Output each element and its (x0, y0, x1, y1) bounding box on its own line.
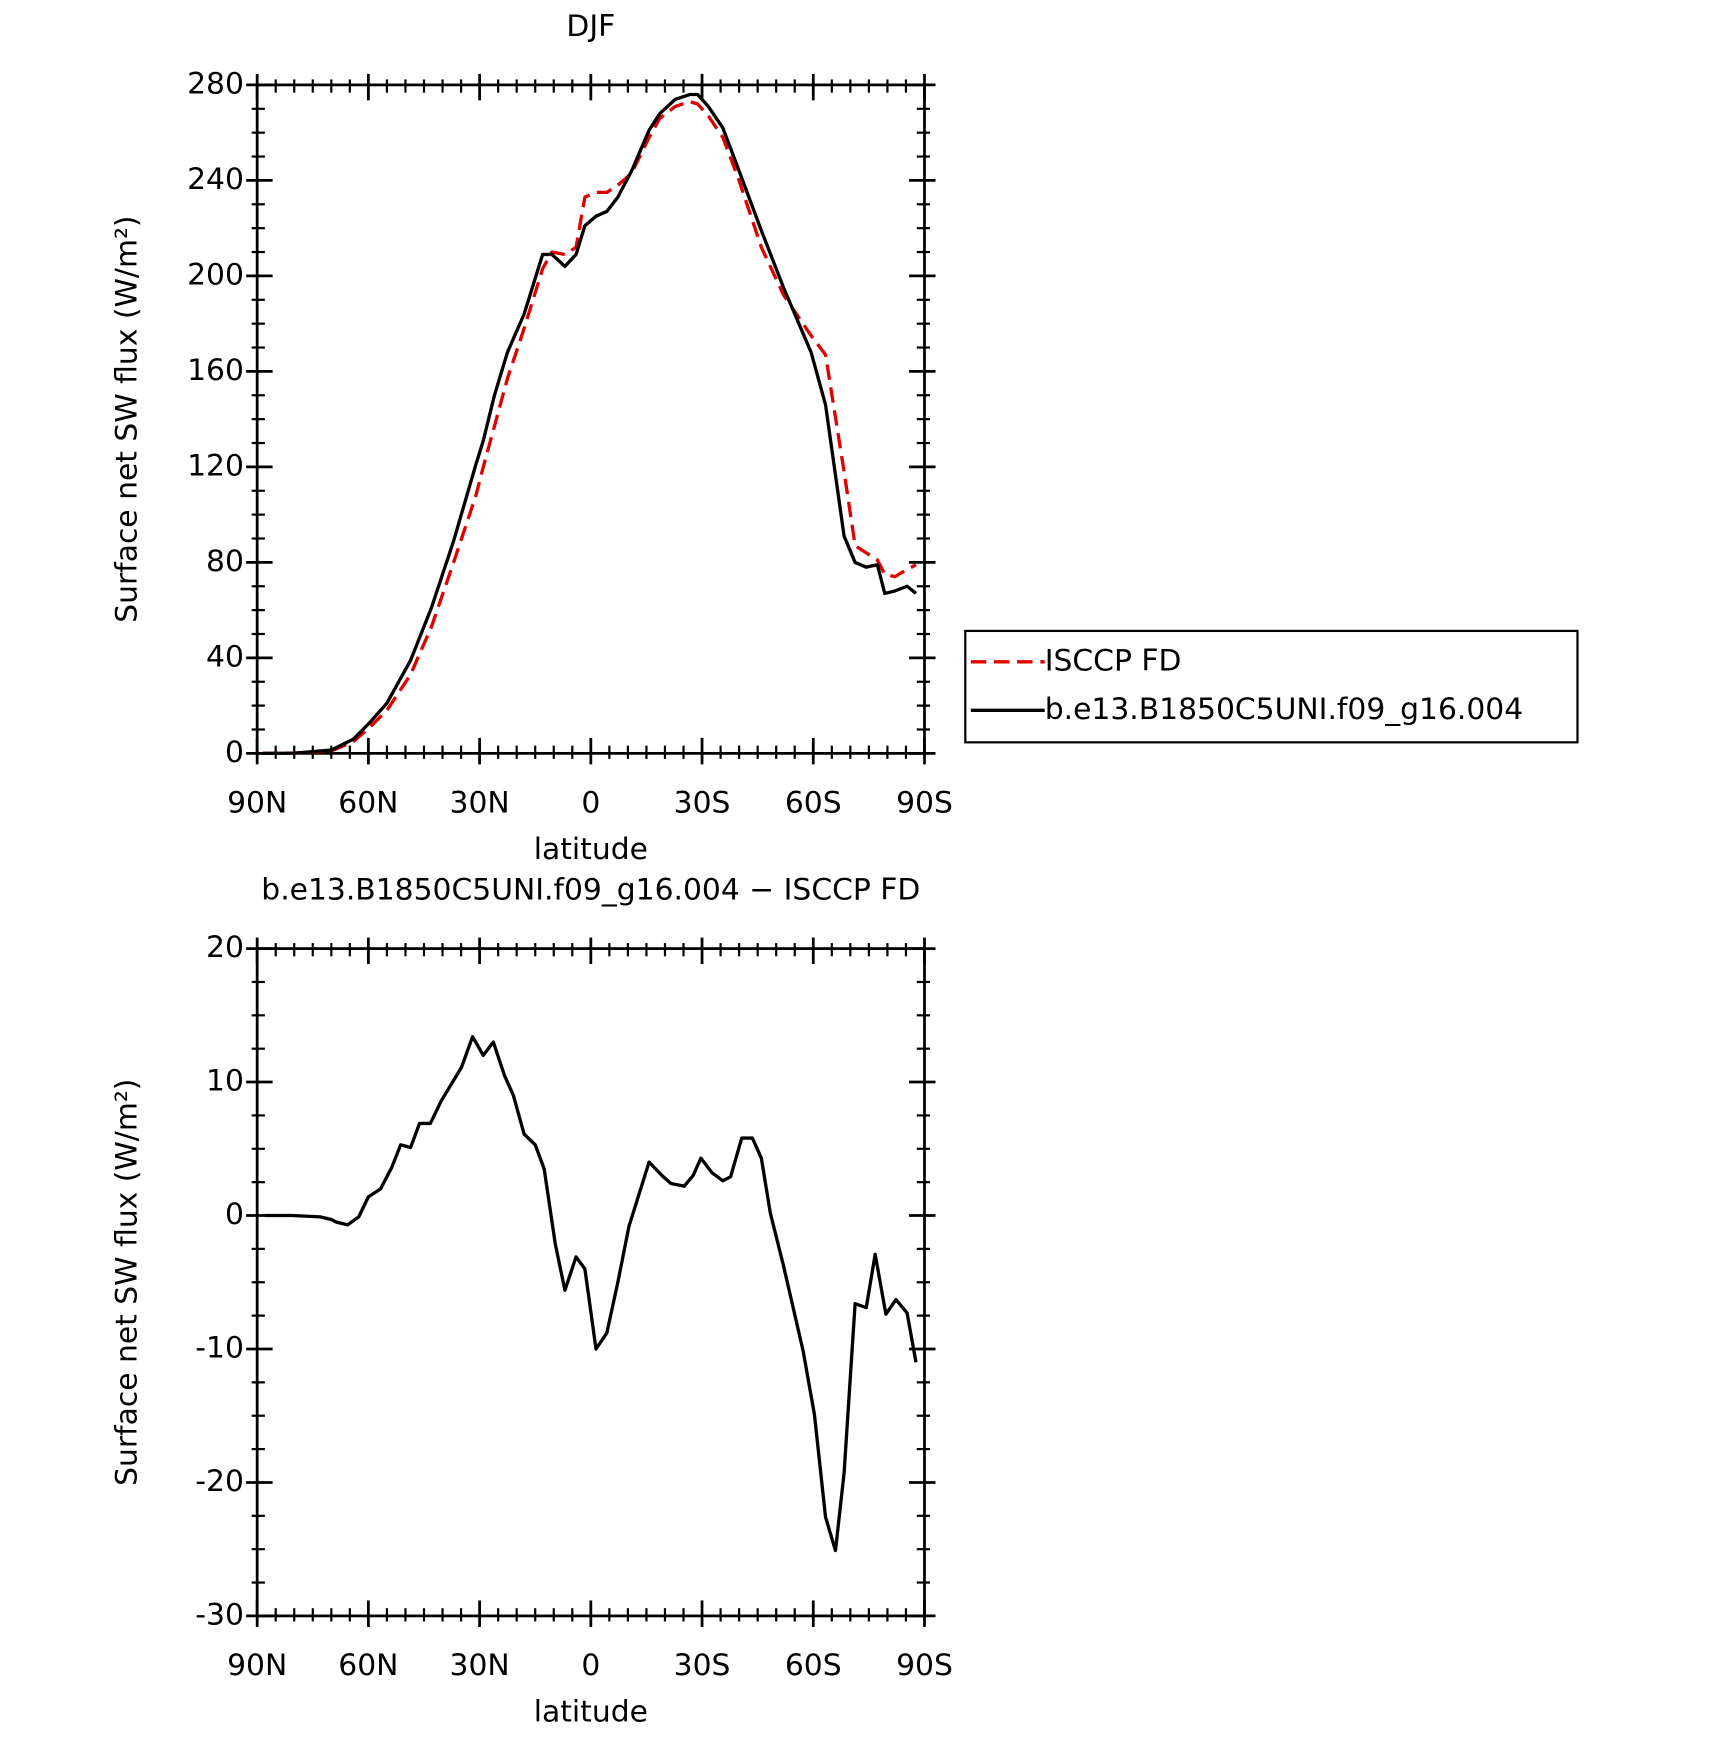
x-tick-label: 0 (581, 786, 600, 821)
chart-title: b.e13.B1850C5UNI.f09_g16.004 − ISCCP FD (261, 873, 920, 908)
data-line (264, 1035, 918, 1553)
legend-label: b.e13.B1850C5UNI.f09_g16.004 (1045, 692, 1523, 727)
y-tick-label: 160 (187, 353, 244, 388)
y-tick-label: 80 (206, 544, 244, 579)
y-axis-label: Surface net SW flux (W/m²) (110, 216, 145, 623)
y-axis-label: Surface net SW flux (W/m²) (110, 1079, 145, 1486)
y-tick-label: 20 (206, 930, 244, 965)
x-tick-label: 90S (896, 786, 953, 821)
x-axis-label: latitude (534, 832, 648, 867)
y-tick-label: -20 (195, 1464, 244, 1499)
x-tick-label: 90S (896, 1648, 953, 1683)
x-tick-label: 30S (674, 1648, 731, 1683)
x-tick-label: 0 (581, 1648, 600, 1683)
chart-title: DJF (566, 9, 615, 44)
x-tick-label: 90N (227, 786, 287, 821)
x-axis-label: latitude (534, 1694, 648, 1729)
data-line (262, 99, 917, 756)
x-tick-label: 30N (450, 786, 510, 821)
x-tick-label: 30S (674, 786, 731, 821)
y-tick-label: 120 (187, 448, 244, 483)
y-tick-label: -10 (195, 1330, 244, 1365)
legend-box (964, 629, 1579, 744)
x-tick-label: 60S (785, 1648, 842, 1683)
x-tick-label: 60N (338, 786, 398, 821)
y-tick-label: 40 (206, 639, 244, 674)
y-tick-label: 200 (187, 257, 244, 292)
x-tick-label: 60S (785, 786, 842, 821)
y-tick-label: -30 (195, 1597, 244, 1632)
y-tick-label: 10 (206, 1064, 244, 1099)
y-tick-label: 280 (187, 66, 244, 101)
y-tick-label: 0 (225, 1197, 244, 1232)
y-tick-label: 240 (187, 162, 244, 197)
x-tick-label: 90N (227, 1648, 287, 1683)
x-tick-label: 60N (338, 1648, 398, 1683)
legend-label: ISCCP FD (1045, 643, 1182, 678)
y-tick-label: 0 (225, 735, 244, 770)
plot-frame (255, 83, 926, 755)
x-tick-label: 30N (450, 1648, 510, 1683)
data-line (262, 92, 918, 756)
